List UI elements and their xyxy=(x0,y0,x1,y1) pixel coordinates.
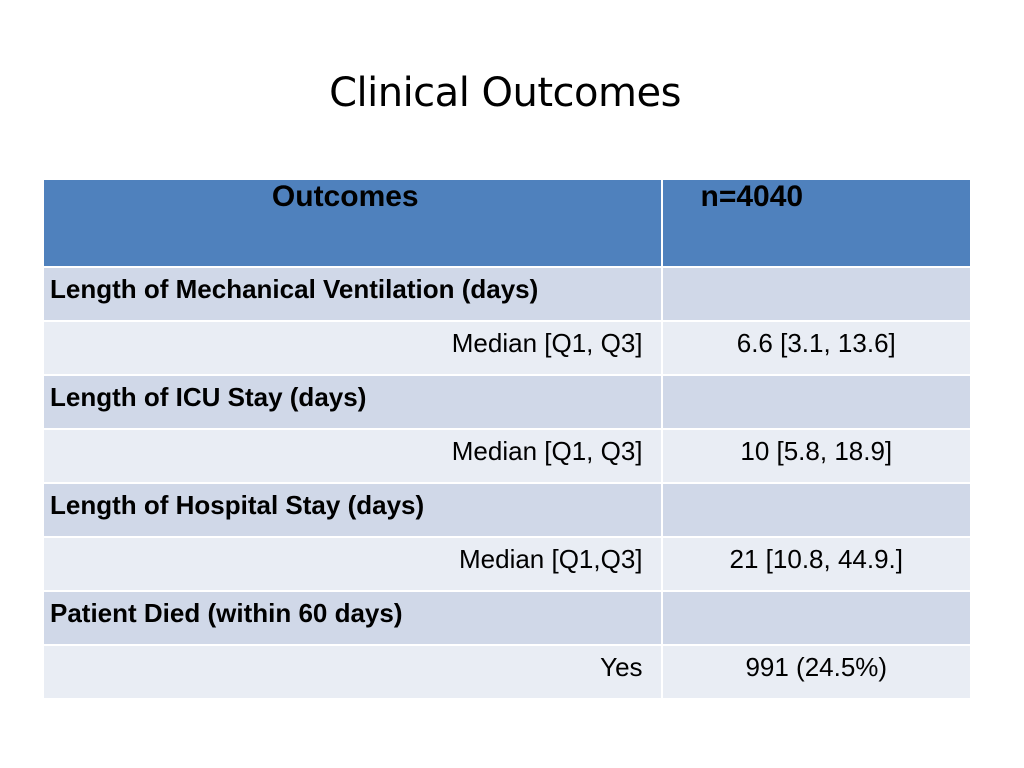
row-value xyxy=(660,482,973,538)
row-label-patient-died: Patient Died (within 60 days) xyxy=(42,590,663,646)
table-row: Median [Q1, Q3] 10 [5.8, 18.9] xyxy=(42,428,973,484)
table-row: Length of Mechanical Ventilation (days) xyxy=(42,266,973,322)
row-value-died-count: 991 (24.5%) xyxy=(660,644,973,700)
row-label-mechanical-ventilation: Length of Mechanical Ventilation (days) xyxy=(42,266,663,322)
row-label-yes: Yes xyxy=(42,644,663,700)
table-row: Length of Hospital Stay (days) xyxy=(42,482,973,538)
row-label-icu-stay: Length of ICU Stay (days) xyxy=(42,374,663,430)
row-value xyxy=(660,266,973,322)
row-value xyxy=(660,590,973,646)
outcomes-table: Outcomes n=4040 Length of Mechanical Ven… xyxy=(42,178,973,700)
row-label-hospital-stay: Length of Hospital Stay (days) xyxy=(42,482,663,538)
row-label-median: Median [Q1,Q3] xyxy=(42,536,663,592)
table-row: Length of ICU Stay (days) xyxy=(42,374,973,430)
row-value-icu-median: 10 [5.8, 18.9] xyxy=(660,428,973,484)
row-label-median: Median [Q1, Q3] xyxy=(42,428,663,484)
header-outcomes: Outcomes xyxy=(42,178,663,268)
row-value-hospital-median: 21 [10.8, 44.9.] xyxy=(660,536,973,592)
row-value xyxy=(660,374,973,430)
table-row: Median [Q1, Q3] 6.6 [3.1, 13.6] xyxy=(42,320,973,376)
table-header-row: Outcomes n=4040 xyxy=(42,178,973,268)
header-sample-size: n=4040 xyxy=(660,178,973,268)
table-row: Median [Q1,Q3] 21 [10.8, 44.9.] xyxy=(42,536,973,592)
row-label-median: Median [Q1, Q3] xyxy=(42,320,663,376)
table-row: Patient Died (within 60 days) xyxy=(42,590,973,646)
slide-title: Clinical Outcomes xyxy=(329,70,681,116)
row-value-ventilation-median: 6.6 [3.1, 13.6] xyxy=(660,320,973,376)
table-row: Yes 991 (24.5%) xyxy=(42,644,973,700)
